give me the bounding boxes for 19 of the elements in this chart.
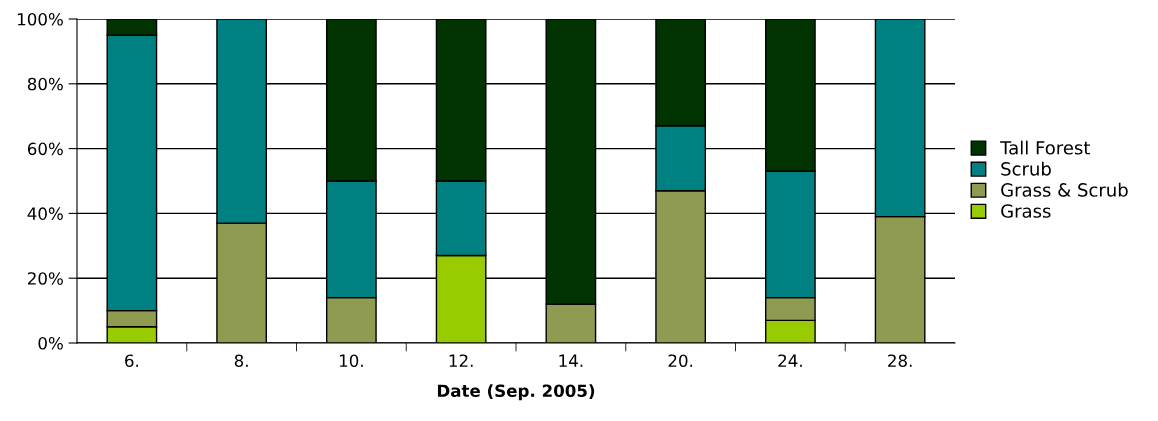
x-tick-label: 24. (778, 354, 802, 367)
y-tick-label: 80% (27, 77, 63, 91)
x-tick-label: 12. (449, 354, 473, 367)
y-tick-label: 0% (38, 336, 63, 350)
x-axis-title: Date (Sep. 2005) (437, 384, 595, 401)
legend-label: Grass & Scrub (1001, 182, 1128, 197)
legend-label: Grass (1001, 204, 1051, 218)
legend-label: Scrub (1001, 161, 1051, 176)
x-tick-label: 28. (888, 354, 912, 368)
legend-label: Tall Forest (1000, 140, 1090, 155)
y-tick-label: 60% (27, 142, 63, 156)
x-tick-label: 10. (339, 354, 363, 368)
x-tick-label: 6. (125, 354, 139, 368)
y-tick-label: 20% (27, 272, 63, 285)
x-tick-label: 8. (234, 354, 248, 368)
y-tick-label: 100% (17, 12, 63, 26)
x-tick-label: 14. (559, 354, 583, 367)
y-tick-label: 40% (27, 207, 63, 220)
x-tick-label: 20. (668, 354, 693, 368)
